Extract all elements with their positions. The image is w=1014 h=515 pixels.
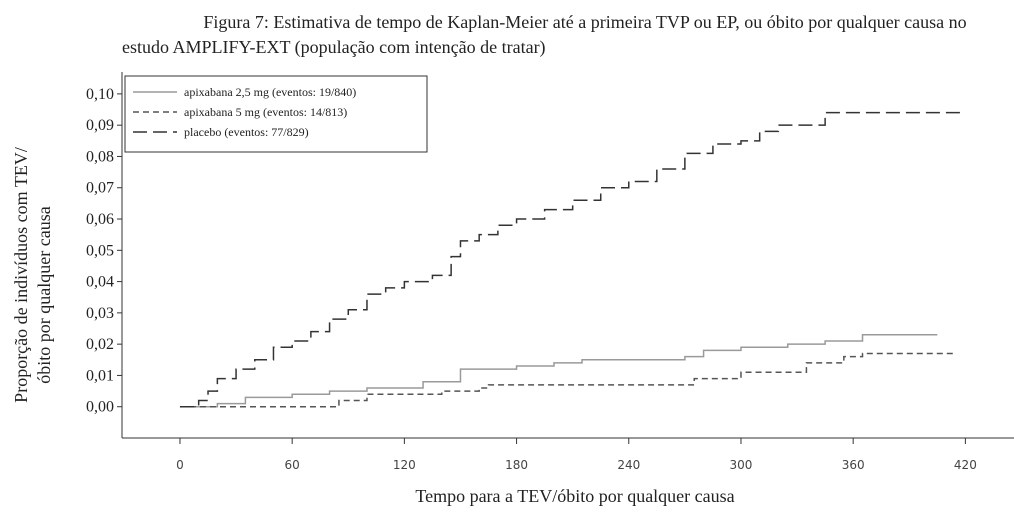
x-tick-label: 60 xyxy=(285,458,300,472)
y-axis-label: óbito por qualquer causa xyxy=(34,206,54,383)
x-tick-label: 120 xyxy=(393,458,416,472)
y-tick-label: 0,09 xyxy=(86,117,114,134)
x-tick-label: 300 xyxy=(730,458,753,472)
y-tick-label: 0,02 xyxy=(86,336,114,353)
y-axis-label: Proporção de indivíduos com TEV/ xyxy=(11,147,31,403)
y-tick-label: 0,05 xyxy=(86,242,114,259)
x-tick-label: 360 xyxy=(842,458,865,472)
chart-title: Figura 7: Estimativa de tempo de Kaplan-… xyxy=(203,12,966,32)
km-curve xyxy=(179,334,938,408)
y-tick-label: 0,08 xyxy=(86,148,114,165)
y-tick-label: 0,00 xyxy=(86,399,114,416)
legend xyxy=(124,75,428,153)
y-tick-label: 0,06 xyxy=(86,211,114,228)
y-tick-label: 0,10 xyxy=(86,86,114,103)
y-tick-label: 0,04 xyxy=(86,274,114,291)
y-tick-label: 0,07 xyxy=(86,180,114,197)
y-tick-label: 0,01 xyxy=(86,367,114,384)
x-axis-label: Tempo para a TEV/óbito por qualquer caus… xyxy=(415,486,734,506)
legend-label: placebo (eventos: 77/829) xyxy=(184,125,309,139)
x-tick-label: 0 xyxy=(176,458,184,472)
x-tick-label: 180 xyxy=(505,458,528,472)
km-curve xyxy=(179,111,966,408)
chart-title: estudo AMPLIFY-EXT (população com intenç… xyxy=(122,37,546,58)
km-curve xyxy=(179,352,957,408)
x-tick-label: 240 xyxy=(617,458,640,472)
x-tick-label: 420 xyxy=(954,458,977,472)
y-tick-label: 0,03 xyxy=(86,305,114,322)
legend-label: apixabana 5 mg (eventos: 14/813) xyxy=(184,105,347,119)
legend-label: apixabana 2,5 mg (eventos: 19/840) xyxy=(184,85,356,99)
